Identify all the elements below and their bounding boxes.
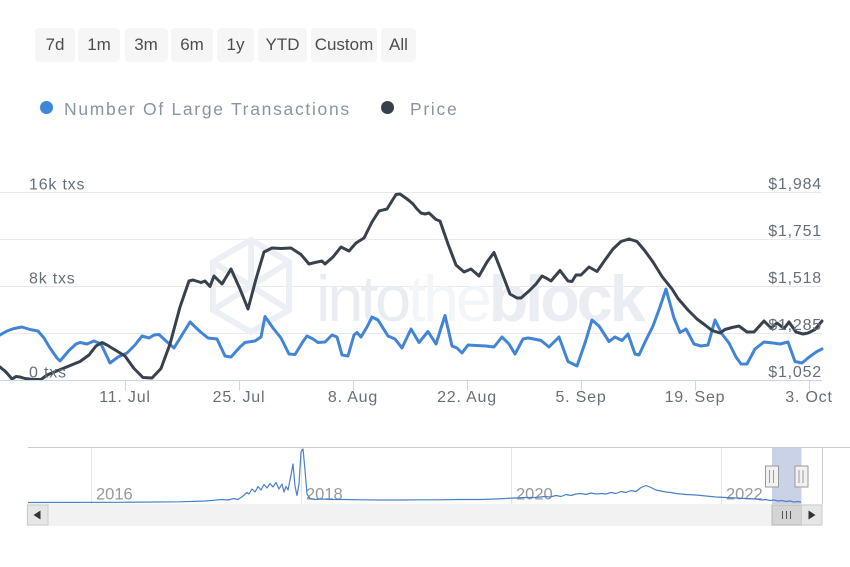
svg-text:25. Jul: 25. Jul: [213, 389, 266, 406]
svg-text:8. Aug: 8. Aug: [328, 389, 378, 406]
svg-text:intotheblock: intotheblock: [316, 262, 647, 335]
svg-text:3. Oct: 3. Oct: [785, 389, 832, 406]
svg-text:2020: 2020: [516, 486, 553, 504]
svg-text:2018: 2018: [306, 486, 343, 504]
svg-text:8k txs: 8k txs: [29, 271, 76, 288]
svg-text:11. Jul: 11. Jul: [99, 389, 151, 406]
svg-text:$1,751: $1,751: [768, 223, 822, 240]
svg-text:16k txs: 16k txs: [29, 177, 85, 194]
svg-text:0 txs: 0 txs: [29, 365, 67, 382]
svg-text:2016: 2016: [96, 486, 133, 504]
svg-text:$1,984: $1,984: [768, 176, 822, 193]
svg-text:$1,518: $1,518: [768, 270, 822, 287]
svg-text:$1,285: $1,285: [768, 317, 822, 334]
svg-text:19. Sep: 19. Sep: [665, 389, 726, 406]
svg-text:2022: 2022: [726, 486, 763, 504]
svg-text:5. Sep: 5. Sep: [555, 389, 606, 406]
svg-text:$1,052: $1,052: [768, 364, 822, 381]
svg-text:22. Aug: 22. Aug: [437, 389, 497, 406]
